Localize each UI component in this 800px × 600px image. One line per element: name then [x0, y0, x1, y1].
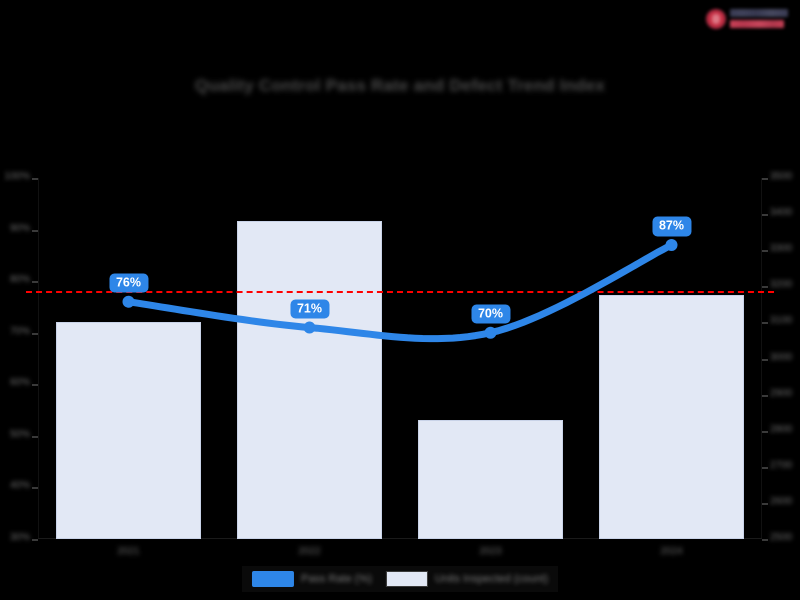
- y-axis-right-tick-label: 2700: [770, 459, 793, 471]
- data-label: 70%: [470, 304, 511, 324]
- y-axis-right-tick-label: 2600: [770, 495, 793, 507]
- y-axis-right-tick: [762, 178, 768, 180]
- y-axis-left-tick: [32, 332, 38, 335]
- y-axis-right-tick: [762, 539, 768, 541]
- y-axis-left-tick-label: 60%: [9, 377, 30, 389]
- y-axis-left-tick-label: 70%: [9, 325, 30, 337]
- y-axis-right-tick-label: 2900: [770, 387, 793, 399]
- y-axis-left-tick-label: 90%: [9, 222, 30, 234]
- x-axis-tick-label: 2021: [117, 546, 140, 557]
- bar[interactable]: [599, 295, 744, 539]
- y-axis-right-tick: [762, 358, 768, 361]
- y-axis-right-tick: [762, 214, 768, 217]
- y-axis-right-tick: [762, 394, 768, 397]
- company-logo: [698, 2, 794, 36]
- y-axis-right-tick: [762, 502, 768, 505]
- y-axis-right-tick-label: 3000: [770, 351, 793, 363]
- x-axis-tick-label: 2022: [298, 546, 321, 557]
- y-axis-left-tick: [32, 539, 38, 541]
- y-axis-right-tick-label: 3300: [770, 243, 793, 255]
- y-axis-right-tick-label: 2800: [770, 423, 793, 435]
- data-label: 76%: [108, 273, 149, 293]
- bar[interactable]: [418, 419, 563, 539]
- legend-swatch-bar-icon: [385, 571, 428, 587]
- y-axis-right-tick: [762, 250, 768, 253]
- y-axis-right-tick: [762, 430, 768, 433]
- y-axis-right-spine: [761, 178, 762, 539]
- logo-wordmark-primary: [730, 9, 788, 17]
- data-label: 87%: [651, 216, 692, 237]
- chart-legend: Pass Rate (%) Units Inspected (count): [241, 566, 559, 592]
- logo-wordmark-secondary: [730, 20, 784, 28]
- y-axis-left-tick: [32, 229, 38, 232]
- y-axis-left-tick: [32, 281, 38, 284]
- chart-title: Quality Control Pass Rate and Defect Tre…: [194, 76, 606, 95]
- y-axis-right-tick: [762, 466, 768, 469]
- x-axis-tick-label: 2023: [479, 546, 502, 557]
- bar[interactable]: [237, 221, 382, 539]
- y-axis-right-tick-label: 3400: [770, 207, 793, 219]
- plot-area: 100% 90% 80% 70% 60% 50% 40% 30% 3500 3400 3300 32…: [4, 171, 792, 557]
- y-axis-right-tick-label: 3500: [770, 171, 793, 182]
- y-axis-left-tick-label: 100%: [4, 171, 30, 182]
- y-axis-left-tick: [32, 487, 38, 490]
- y-axis-right-tick-label: 3200: [770, 279, 793, 291]
- legend-label-units-inspected: Units Inspected (count): [434, 573, 549, 585]
- y-axis-left-tick-label: 80%: [9, 274, 30, 286]
- y-axis-left-tick: [32, 435, 38, 438]
- y-axis-left-tick-label: 40%: [9, 480, 30, 492]
- logo-mark-icon: [706, 9, 726, 29]
- legend-item-pass-rate[interactable]: Pass Rate (%): [251, 571, 372, 587]
- y-axis-left-spine: [38, 178, 39, 539]
- x-axis-spine: [38, 538, 762, 539]
- y-axis-left-tick: [32, 178, 38, 180]
- x-axis-tick-label: 2024: [660, 546, 683, 557]
- bar[interactable]: [56, 322, 201, 539]
- y-axis-right-tick: [762, 322, 768, 325]
- legend-item-units-inspected[interactable]: Units Inspected (count): [385, 571, 549, 587]
- y-axis-left-tick-label: 30%: [9, 532, 30, 543]
- y-axis-right-tick-label: 2500: [770, 532, 793, 543]
- legend-label-pass-rate: Pass Rate (%): [300, 573, 372, 585]
- y-axis-right-tick-label: 3100: [770, 315, 793, 327]
- y-axis-left-tick: [32, 384, 38, 387]
- y-axis-left-tick-label: 50%: [9, 428, 30, 440]
- legend-swatch-line-icon: [251, 571, 294, 587]
- data-label: 71%: [289, 299, 330, 319]
- y-axis-right-tick: [762, 286, 768, 289]
